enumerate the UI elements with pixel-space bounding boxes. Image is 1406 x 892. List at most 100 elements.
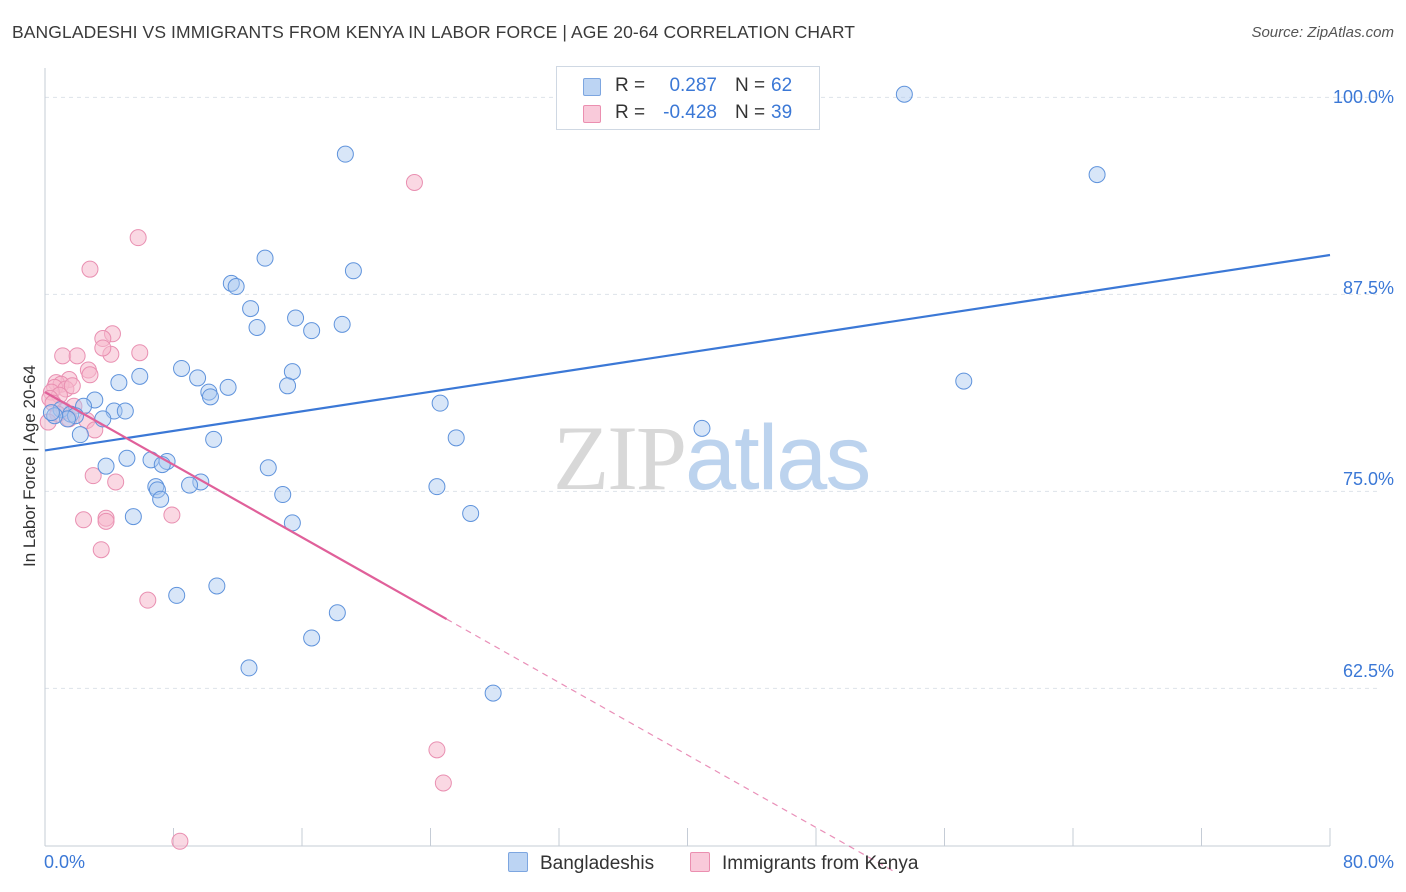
point-kenya [428,741,446,759]
point-bangladeshi [181,476,199,494]
point-bangladeshi [116,402,134,420]
y-tick-label-100: 100.0% [1332,87,1394,107]
point-bangladeshi [462,504,480,522]
x-tick-label-80: 80.0% [1342,852,1394,872]
bottom-legend-kenya: Immigrants from Kenya [690,852,918,875]
point-bangladeshi [1088,166,1106,184]
point-bangladeshi [259,459,277,477]
point-bangladeshi [168,586,186,604]
bottom-legend-label: Immigrants from Kenya [722,853,919,874]
point-bangladeshi [189,369,207,387]
point-bangladeshi [256,249,274,267]
point-kenya [75,511,93,529]
bottom-legend-label: Bangladeshis [540,853,655,874]
watermark-atlas: atlas [685,407,871,509]
point-bangladeshi [173,359,191,377]
point-kenya [97,512,115,530]
point-kenya [54,347,72,365]
point-kenya [163,506,181,524]
correlation-legend: R = 0.287 N = 62 R = -0.428 N = 39 [556,66,820,130]
point-bangladeshi [428,478,446,496]
point-bangladeshi [110,374,128,392]
chart-title: BANGLADESHI VS IMMIGRANTS FROM KENYA IN … [12,22,856,42]
point-bangladeshi [303,629,321,647]
bottom-legend-swatch-pink [690,852,710,872]
point-kenya [139,591,157,609]
point-bangladeshi [208,577,226,595]
point-kenya [94,339,112,357]
point-kenya [63,377,81,395]
point-kenya [39,413,57,431]
point-bangladeshi [240,659,258,677]
point-kenya [92,541,110,559]
point-bangladeshi [274,486,292,504]
point-bangladeshi [219,378,237,396]
point-bangladeshi [303,322,321,340]
legend-n-label: N = [735,75,766,96]
point-bangladeshi [693,419,711,437]
y-tick-label-62-5: 62.5% [1342,661,1394,681]
point-bangladeshi [152,490,170,508]
point-kenya [81,260,99,278]
x-tick-label-0: 0.0% [44,852,86,872]
legend-swatch-pink [583,105,601,123]
legend-n-value: 39 [771,102,793,123]
point-bangladeshi [46,407,64,425]
point-bangladeshi [148,481,166,499]
y-axis-label: In Labor Force | Age 20-64 [20,365,39,567]
point-kenya [84,467,102,485]
point-bangladeshi [333,315,351,333]
bottom-legend-swatch-blue [508,852,528,872]
legend-r-label: R = [615,102,646,123]
legend-r-label: R = [615,75,646,96]
point-bangladeshi [895,85,913,103]
point-bangladeshi [42,404,60,422]
point-bangladeshi [71,426,89,444]
point-bangladeshi [58,410,76,428]
point-bangladeshi [227,278,245,296]
point-kenya [171,832,189,850]
legend-n-value: 62 [771,75,793,96]
trendline-kenya-extrapolated [446,618,897,874]
watermark: ZIPatlas [553,405,871,511]
legend-n-label: N = [735,102,766,123]
point-bangladeshi [283,363,301,381]
trendline-bangladeshis [44,253,1331,452]
point-bangladeshi [287,309,305,327]
point-bangladeshi [955,372,973,390]
point-bangladeshi [242,300,260,318]
legend-row-bangladeshis: R = 0.287 N = 62 [557,75,819,101]
point-bangladeshi [201,388,219,406]
point-bangladeshi [328,604,346,622]
legend-r-value: -0.428 [663,102,717,123]
source-label: Source: ZipAtlas.com [1251,24,1394,41]
point-bangladeshi [344,262,362,280]
trendline-kenya [44,391,448,621]
point-kenya [129,229,147,247]
point-bangladeshi [336,145,354,163]
point-kenya [131,344,149,362]
legend-r-value: 0.287 [669,75,717,96]
point-kenya [107,473,125,491]
point-bangladeshi [97,457,115,475]
point-kenya [68,347,86,365]
point-kenya [434,774,452,792]
watermark-zip: ZIP [553,407,687,509]
y-tick-label-75: 75.0% [1342,469,1394,489]
point-kenya [81,366,99,384]
point-bangladeshi [131,367,149,385]
point-bangladeshi [279,377,297,395]
point-bangladeshi [447,429,465,447]
point-bangladeshi [222,274,240,292]
point-bangladeshi [248,318,266,336]
point-bangladeshi [484,684,502,702]
point-bangladeshi [118,449,136,467]
legend-row-kenya: R = -0.428 N = 39 [557,102,819,128]
legend-swatch-blue [583,78,601,96]
y-tick-label-87-5: 87.5% [1342,278,1394,298]
point-bangladeshi [431,394,449,412]
point-kenya [405,174,423,192]
bottom-legend-bangladeshis: Bangladeshis [508,852,654,875]
point-bangladeshi [205,430,223,448]
